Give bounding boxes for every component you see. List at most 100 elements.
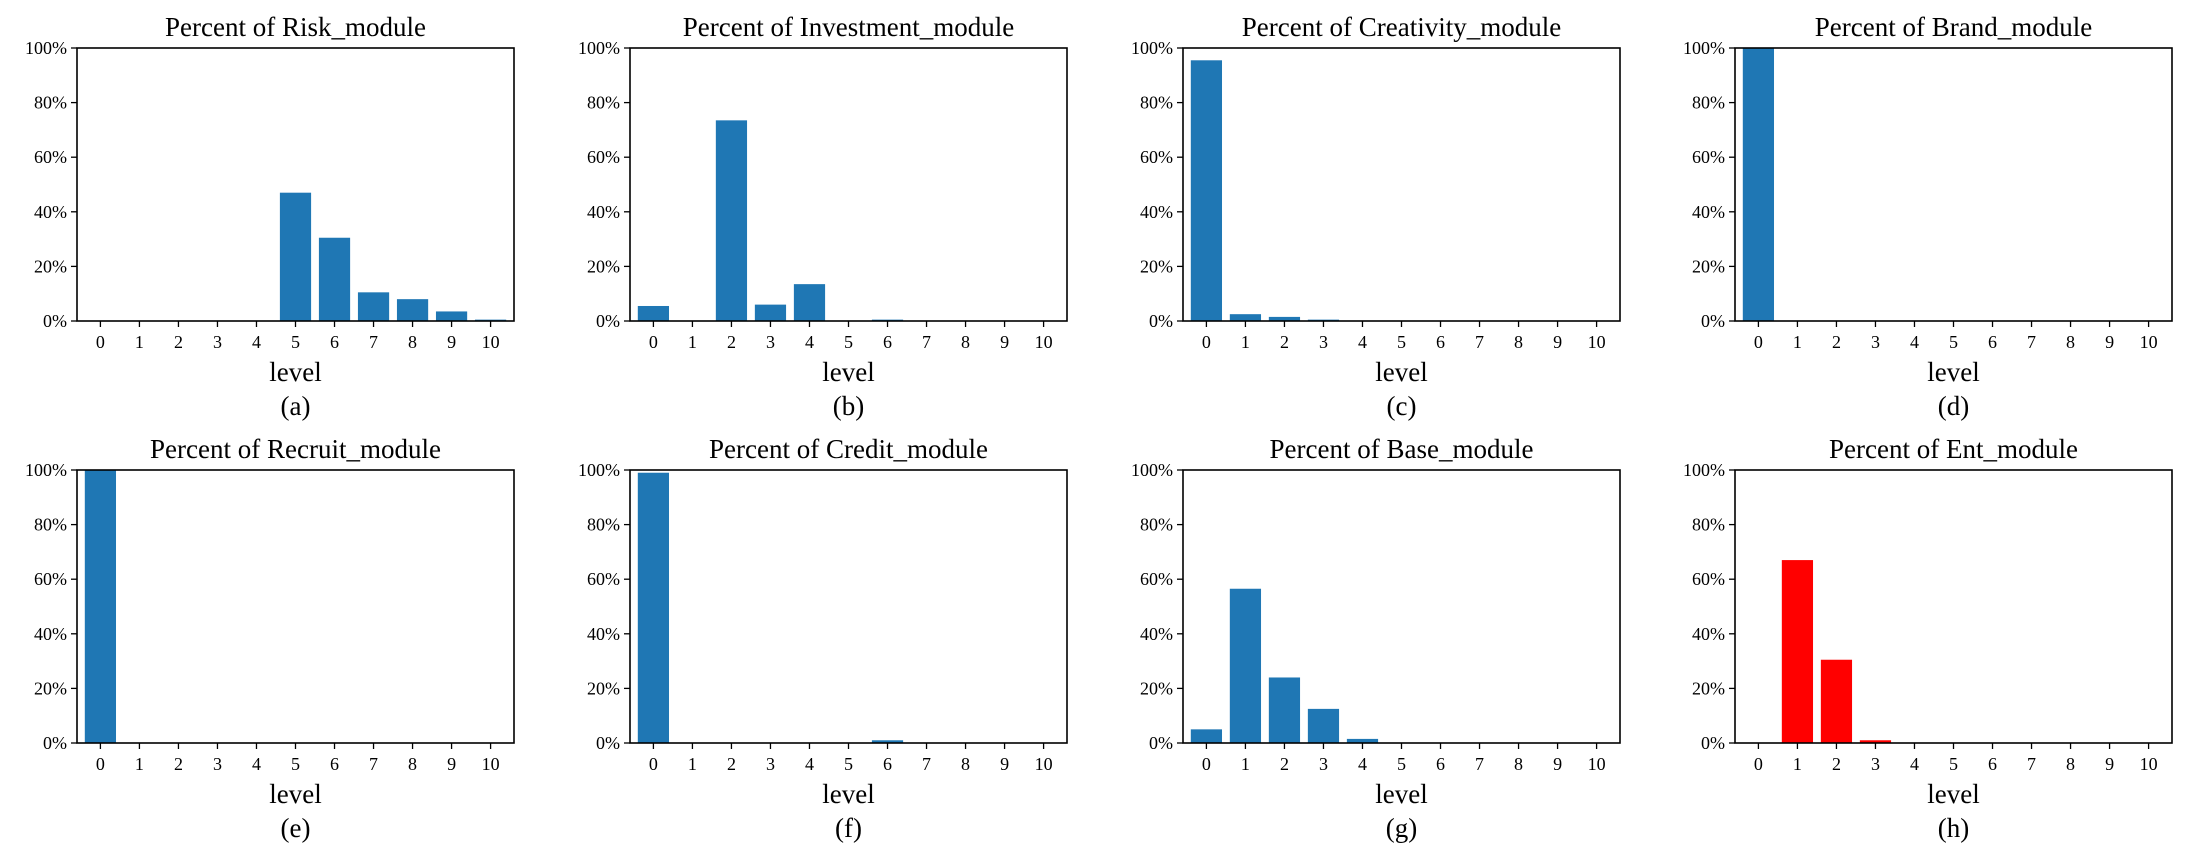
y-tick-label: 60% [1692, 147, 1725, 167]
x-tick-label: 5 [1397, 332, 1406, 352]
x-tick-label: 8 [408, 754, 417, 774]
y-tick-label: 40% [34, 202, 67, 222]
x-tick-label: 9 [1000, 754, 1009, 774]
bar [871, 740, 904, 743]
x-tick-label: 6 [883, 332, 892, 352]
x-tick-label: 4 [252, 754, 261, 774]
y-tick-label: 60% [587, 147, 620, 167]
x-tick-label: 10 [1035, 754, 1053, 774]
x-tick-label: 0 [649, 754, 658, 774]
x-axis-label: level [1927, 779, 1979, 809]
y-tick-label: 40% [587, 624, 620, 644]
x-tick-label: 5 [1397, 754, 1406, 774]
y-tick-label: 80% [1140, 515, 1173, 535]
subfigure-label: (a) [281, 391, 311, 421]
x-tick-label: 2 [727, 754, 736, 774]
x-tick-label: 0 [1202, 754, 1211, 774]
y-tick-label: 100% [1131, 38, 1173, 58]
y-tick-label: 0% [596, 733, 620, 753]
x-axis-label: level [269, 357, 321, 387]
x-tick-label: 5 [1949, 754, 1958, 774]
x-tick-label: 7 [922, 332, 931, 352]
x-tick-label: 2 [727, 332, 736, 352]
x-tick-label: 8 [1514, 332, 1523, 352]
y-tick-label: 100% [1131, 460, 1173, 480]
bar [793, 284, 826, 321]
x-tick-label: 5 [1949, 332, 1958, 352]
x-axis-label: level [269, 779, 321, 809]
x-tick-label: 1 [135, 754, 144, 774]
x-tick-label: 6 [883, 754, 892, 774]
x-tick-label: 6 [1988, 754, 1997, 774]
chart-panel: Percent of Brand_module0%20%40%60%80%100… [1683, 12, 2173, 421]
y-tick-label: 20% [587, 678, 620, 698]
x-tick-label: 10 [1588, 332, 1606, 352]
x-tick-label: 6 [1988, 332, 1997, 352]
x-tick-label: 10 [482, 754, 500, 774]
x-tick-label: 4 [252, 332, 261, 352]
x-tick-label: 3 [766, 332, 775, 352]
y-tick-label: 40% [34, 624, 67, 644]
x-tick-label: 6 [1436, 332, 1445, 352]
x-tick-label: 1 [1241, 332, 1250, 352]
y-tick-label: 0% [43, 733, 67, 753]
y-tick-label: 60% [34, 569, 67, 589]
y-tick-label: 100% [25, 460, 67, 480]
chart-title: Percent of Risk_module [165, 12, 426, 42]
chart-panel: Percent of Base_module 0% 20% 40% 60% 80% 100%… [1131, 434, 1621, 843]
bar [1346, 738, 1379, 743]
chart-title: Percent of Credit_module [709, 434, 988, 464]
y-tick-label: 20% [1140, 256, 1173, 276]
subfigure-label: (f) [835, 813, 862, 843]
x-tick-label: 2 [174, 332, 183, 352]
y-tick-label: 80% [34, 515, 67, 535]
x-tick-label: 4 [805, 332, 814, 352]
y-tick-label: 40% [587, 202, 620, 222]
x-tick-label: 10 [2140, 332, 2158, 352]
x-tick-label: 2 [1280, 754, 1289, 774]
x-tick-label: 8 [961, 332, 970, 352]
x-tick-label: 6 [1436, 754, 1445, 774]
x-tick-label: 4 [1910, 754, 1919, 774]
y-tick-label: 40% [1692, 624, 1725, 644]
x-tick-label: 3 [1319, 754, 1328, 774]
x-tick-label: 1 [1793, 332, 1802, 352]
x-tick-label: 10 [1035, 332, 1053, 352]
chart-title: Percent of Recruit_module [150, 434, 441, 464]
x-tick-label: 3 [1871, 332, 1880, 352]
y-tick-label: 100% [578, 460, 620, 480]
chart-title: Percent of Investment_module [683, 12, 1014, 42]
y-tick-label: 60% [587, 569, 620, 589]
x-tick-label: 4 [1358, 332, 1367, 352]
x-tick-label: 6 [330, 754, 339, 774]
y-tick-label: 20% [34, 256, 67, 276]
chart-title: Percent of Brand_module [1815, 12, 2092, 42]
bar [1229, 588, 1262, 743]
x-axis-label: level [822, 357, 874, 387]
x-tick-label: 5 [291, 754, 300, 774]
x-tick-label: 8 [961, 754, 970, 774]
x-tick-label: 2 [1832, 332, 1841, 352]
bar [1742, 48, 1775, 321]
chart-panel: Percent of Recruit_module 0% 20% 40% 60% 80% 1… [25, 434, 515, 843]
x-tick-label: 7 [2027, 332, 2036, 352]
x-tick-label: 9 [447, 332, 456, 352]
x-tick-label: 7 [1475, 332, 1484, 352]
x-tick-label: 1 [688, 754, 697, 774]
x-tick-label: 3 [1871, 754, 1880, 774]
x-tick-label: 6 [330, 332, 339, 352]
y-tick-label: 80% [1140, 93, 1173, 113]
x-tick-label: 3 [213, 754, 222, 774]
bar [1268, 316, 1301, 321]
y-tick-label: 80% [1692, 93, 1725, 113]
x-tick-label: 1 [688, 332, 697, 352]
x-tick-label: 7 [2027, 754, 2036, 774]
plot-frame [629, 469, 1068, 744]
y-tick-label: 100% [1683, 38, 1725, 58]
x-tick-label: 5 [844, 332, 853, 352]
x-tick-label: 9 [1553, 332, 1562, 352]
chart-title: Percent of Creativity_module [1242, 12, 1561, 42]
x-tick-label: 10 [2140, 754, 2158, 774]
plot-frame [629, 47, 1068, 322]
x-tick-label: 0 [1754, 754, 1763, 774]
